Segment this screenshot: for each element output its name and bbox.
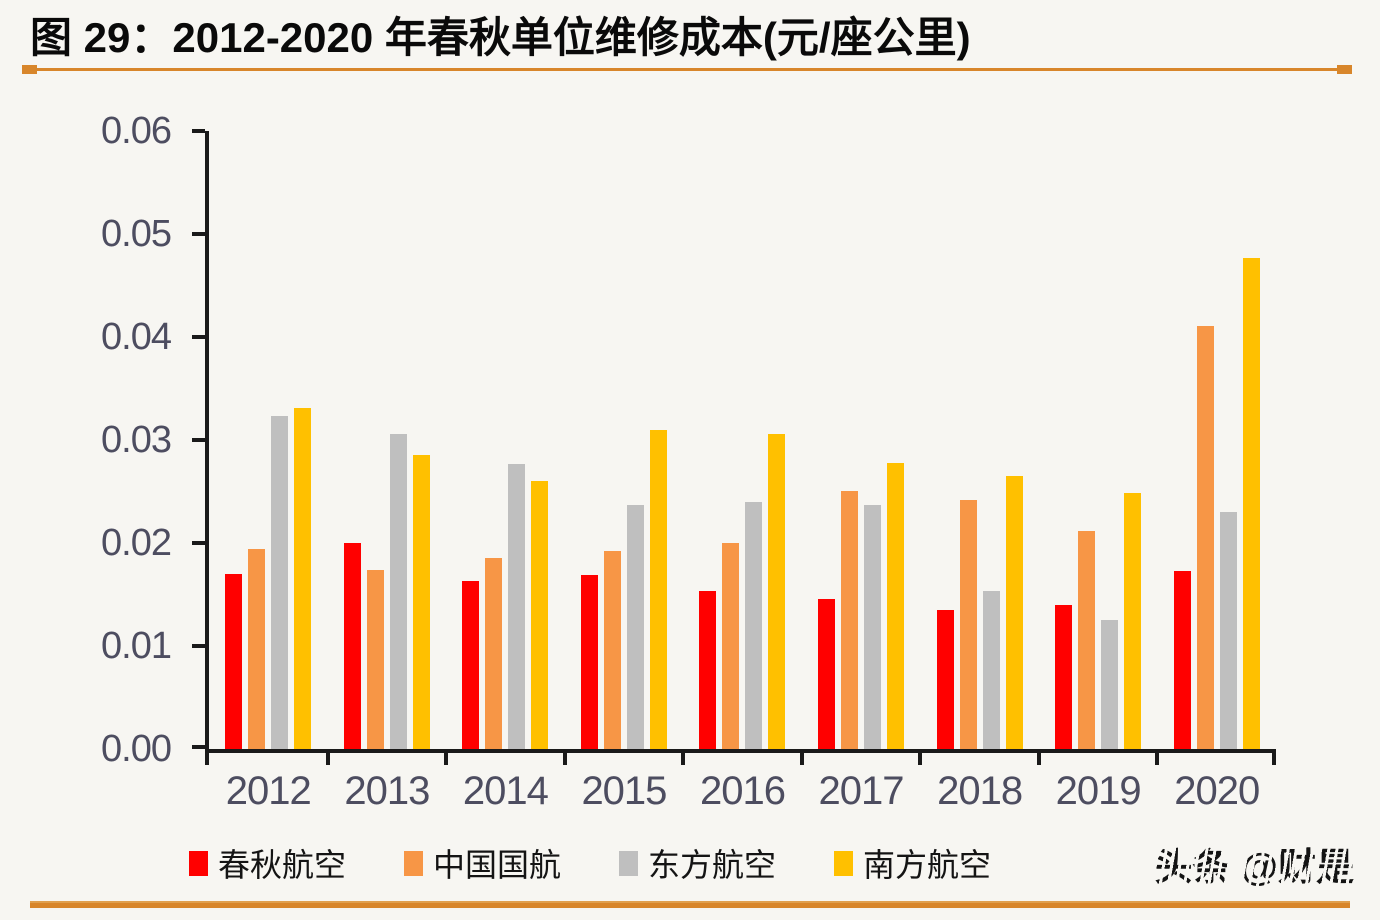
bar-春秋航空-2017	[818, 598, 836, 749]
x-axis-tick	[1155, 753, 1160, 765]
bar-南方航空-2020	[1242, 257, 1260, 749]
bar-南方航空-2019	[1124, 492, 1142, 749]
figure-title: 图 29：2012-2020 年春秋单位维修成本(元/座公里)	[30, 14, 971, 61]
bar-东方航空-2018	[982, 591, 1000, 749]
x-axis-label-2014: 2014	[462, 769, 549, 813]
y-axis-label: 0.00	[101, 728, 172, 770]
x-axis-tick	[681, 753, 686, 765]
bar-中国国航-2018	[959, 499, 977, 749]
bar-东方航空-2013	[389, 433, 407, 749]
bar-南方航空-2014	[531, 481, 549, 749]
bar-东方航空-2017	[864, 504, 882, 749]
x-axis-tick	[799, 753, 804, 765]
bar-春秋航空-2012	[225, 573, 243, 749]
y-axis-tick	[192, 438, 205, 442]
y-axis-label: 0.01	[101, 625, 172, 667]
bar-南方航空-2018	[1005, 476, 1023, 749]
legend-label-中国国航: 中国国航	[432, 847, 561, 883]
bar-中国国航-2017	[841, 490, 859, 749]
bar-group-2019	[1039, 131, 1158, 749]
x-axis-tick	[562, 753, 567, 765]
legend-label-东方航空: 东方航空	[648, 847, 777, 883]
y-axis-tick	[192, 129, 205, 133]
x-axis-tick	[918, 753, 923, 765]
title-divider	[22, 65, 1352, 74]
bar-春秋航空-2013	[343, 543, 361, 749]
x-axis-label-2017: 2017	[818, 769, 905, 813]
x-axis-tick	[444, 753, 449, 765]
x-axis-label-2020: 2020	[1174, 769, 1260, 813]
x-axis-tick	[205, 753, 209, 765]
y-axis-label: 0.02	[101, 522, 172, 564]
bottom-divider	[30, 901, 1350, 908]
bar-春秋航空-2018	[936, 609, 954, 749]
bar-group-2015	[565, 131, 684, 749]
bar-东方航空-2020	[1219, 512, 1237, 749]
bar-东方航空-2015	[626, 504, 644, 749]
y-axis-label: 0.05	[101, 213, 172, 255]
legend-label-南方航空: 南方航空	[863, 847, 992, 883]
legend-item-东方航空: 东方航空	[619, 840, 776, 886]
y-axis-tick	[192, 335, 205, 339]
bar-group-2014	[446, 131, 565, 749]
bar-中国国航-2016	[722, 543, 740, 749]
x-axis-tick	[1036, 753, 1041, 765]
x-axis-tick	[325, 753, 330, 765]
bar-南方航空-2015	[649, 429, 667, 749]
watermark: 头条 @财是	[1154, 836, 1354, 891]
bar-中国国航-2012	[248, 549, 266, 749]
bar-中国国航-2020	[1196, 325, 1214, 749]
bar-春秋航空-2019	[1055, 604, 1073, 749]
legend-item-中国国航: 中国国航	[403, 840, 561, 886]
y-axis-tick	[192, 644, 205, 648]
bar-group-2018	[920, 131, 1039, 749]
bar-中国国航-2013	[366, 569, 384, 749]
bar-南方航空-2017	[887, 462, 905, 749]
legend-swatch-东方航空	[619, 850, 638, 876]
y-axis-tick	[192, 232, 205, 236]
bar-东方航空-2012	[271, 416, 289, 749]
bar-group-2012	[209, 131, 328, 749]
legend-item-春秋航空: 春秋航空	[188, 840, 346, 886]
bar-group-2017	[802, 131, 921, 749]
plot-area: 2012 2013 2014 2015 2016 2017 2018 2019 2020 0.06…	[101, 110, 1276, 813]
divider-right-cap	[1337, 65, 1352, 74]
legend-item-南方航空: 南方航空	[834, 840, 991, 886]
x-axis-label-2015: 2015	[581, 769, 667, 813]
y-axis-label: 0.04	[101, 316, 172, 358]
y-axis-label: 0.06	[101, 110, 172, 152]
x-axis-label-2013: 2013	[344, 769, 430, 813]
y-axis-label: 0.03	[101, 419, 172, 461]
bar-春秋航空-2016	[699, 591, 717, 749]
bar-春秋航空-2014	[462, 581, 480, 749]
x-axis-label-2012: 2012	[225, 769, 312, 813]
x-axis-label-2019: 2019	[1055, 769, 1142, 813]
legend-swatch-春秋航空	[188, 850, 208, 876]
bar-中国国航-2019	[1078, 530, 1096, 749]
bar-东方航空-2016	[745, 501, 763, 749]
bar-group-2020	[1157, 131, 1276, 749]
legend-swatch-南方航空	[834, 850, 854, 876]
y-axis-tick	[192, 541, 205, 545]
legend: 春秋航空 中国国航 东方航空 南方航空	[0, 840, 1180, 886]
bar-春秋航空-2015	[580, 574, 598, 749]
bar-南方航空-2013	[412, 455, 430, 749]
bar-春秋航空-2020	[1173, 570, 1191, 749]
legend-swatch-中国国航	[403, 850, 423, 876]
bar-group-2013	[328, 131, 447, 749]
x-axis-tick	[1272, 753, 1276, 765]
x-axis-label-2018: 2018	[937, 769, 1023, 813]
bar-南方航空-2016	[768, 433, 786, 749]
bar-中国国航-2015	[603, 551, 621, 749]
bar-南方航空-2012	[294, 408, 312, 749]
y-axis-tick	[192, 745, 205, 749]
x-axis-label-2016: 2016	[700, 769, 786, 813]
bar-group-2016	[683, 131, 802, 749]
bar-东方航空-2019	[1101, 620, 1119, 749]
divider-left-cap	[22, 65, 37, 74]
bar-中国国航-2014	[485, 558, 503, 749]
bar-东方航空-2014	[508, 463, 526, 749]
legend-label-春秋航空: 春秋航空	[217, 847, 346, 883]
